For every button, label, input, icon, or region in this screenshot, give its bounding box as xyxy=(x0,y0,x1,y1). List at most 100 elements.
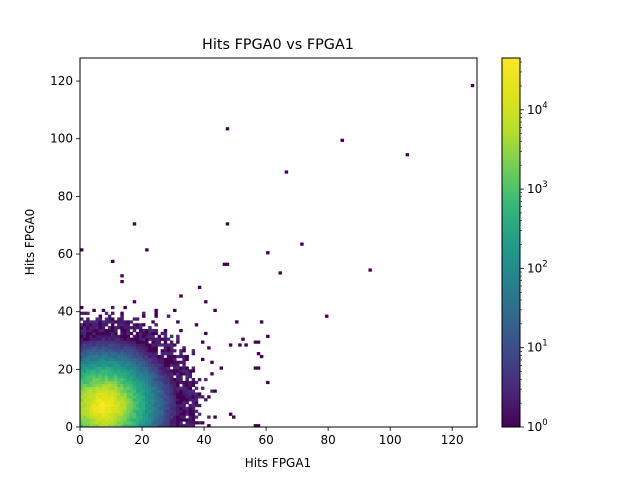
heatmap-cell xyxy=(160,398,165,402)
heatmap-cell xyxy=(169,392,174,396)
heatmap-cell xyxy=(160,352,165,356)
heatmap-cell xyxy=(101,398,106,402)
heatmap-cell xyxy=(101,369,106,373)
heatmap-cell xyxy=(173,392,177,396)
heatmap-cell xyxy=(123,392,127,396)
heatmap-cell xyxy=(95,424,99,427)
heatmap-cell xyxy=(194,401,199,405)
heatmap-cell xyxy=(123,406,127,411)
heatmap-cell xyxy=(83,346,87,350)
heatmap-cell xyxy=(179,389,183,393)
heatmap-cell xyxy=(160,357,165,362)
heatmap-cell xyxy=(89,377,93,382)
heatmap-cell xyxy=(92,360,96,364)
y-axis-ticks: 0 20 40 60 80 100 120 xyxy=(50,74,80,434)
heatmap-cell xyxy=(145,418,149,422)
heatmap-cell xyxy=(176,320,180,324)
heatmap-cell xyxy=(104,389,109,393)
heatmap-cell xyxy=(151,372,155,376)
heatmap-cell xyxy=(89,415,93,419)
heatmap-cell xyxy=(182,401,186,405)
heatmap-cell xyxy=(142,311,146,315)
heatmap-cell xyxy=(176,366,180,370)
heatmap-cell xyxy=(92,392,96,396)
heatmap-cell xyxy=(83,349,87,353)
heatmap-cell xyxy=(111,346,115,350)
heatmap-cell xyxy=(92,375,96,379)
heatmap-cell xyxy=(142,357,146,362)
heatmap-cell xyxy=(154,366,158,370)
heatmap-cell xyxy=(89,403,93,408)
heatmap-cell xyxy=(107,386,112,390)
heatmap-cell xyxy=(80,331,84,336)
heatmap-cell xyxy=(166,346,171,350)
heatmap-cell xyxy=(160,409,165,413)
heatmap-cell xyxy=(80,395,84,399)
heatmap-cell xyxy=(104,337,109,341)
heatmap-cell xyxy=(104,334,109,338)
heatmap-cell xyxy=(179,375,183,379)
heatmap-cell xyxy=(169,349,174,353)
heatmap-cell xyxy=(142,418,146,422)
heatmap-cell xyxy=(120,357,124,362)
heatmap-cell xyxy=(163,337,168,341)
heatmap-cell xyxy=(148,331,152,336)
heatmap-cell xyxy=(129,346,134,350)
heatmap-cell xyxy=(157,375,161,379)
heatmap-cell xyxy=(182,383,186,387)
y-tick-label: 60 xyxy=(58,247,73,261)
heatmap-cell xyxy=(83,403,87,408)
heatmap-cell xyxy=(117,403,121,408)
heatmap-cell xyxy=(176,392,180,396)
heatmap-cell xyxy=(154,340,158,344)
heatmap-cell xyxy=(132,340,137,344)
heatmap-cell xyxy=(132,395,137,399)
heatmap-cell xyxy=(80,375,84,379)
heatmap-cell xyxy=(111,354,115,359)
heatmap-cell xyxy=(157,386,161,390)
heatmap-cell xyxy=(200,357,205,362)
heatmap-cell xyxy=(173,369,177,373)
heatmap-cell xyxy=(132,392,137,396)
heatmap-cell xyxy=(284,170,289,174)
heatmap-cell xyxy=(89,354,93,359)
heatmap-cell xyxy=(176,363,180,367)
heatmap-cell xyxy=(166,337,171,341)
heatmap-cell xyxy=(188,424,192,427)
heatmap-cell xyxy=(86,392,90,396)
heatmap-cell xyxy=(98,363,103,367)
heatmap-cell xyxy=(151,386,155,390)
heatmap-cell xyxy=(157,392,161,396)
heatmap-cell xyxy=(197,392,202,396)
heatmap-cell xyxy=(80,343,84,347)
heatmap-cell xyxy=(176,418,180,422)
heatmap-cell xyxy=(173,354,177,359)
heatmap-cell xyxy=(191,409,196,413)
heatmap-cell xyxy=(191,380,196,385)
heatmap-cell xyxy=(145,395,149,399)
heatmap-cell xyxy=(163,380,168,385)
heatmap-cell xyxy=(173,357,177,362)
heatmap-cell xyxy=(89,395,93,399)
heatmap-cell xyxy=(104,311,109,315)
heatmap-cell xyxy=(182,415,186,419)
heatmap-cell xyxy=(160,377,165,382)
heatmap-cell xyxy=(92,363,96,367)
heatmap-cell xyxy=(179,392,183,396)
heatmap-cell xyxy=(210,389,214,393)
heatmap-cell xyxy=(101,386,106,390)
heatmap-cell xyxy=(135,421,140,425)
heatmap-cell xyxy=(197,285,202,289)
heatmap-cell xyxy=(89,337,93,341)
heatmap-cell xyxy=(114,403,118,408)
heatmap-cell xyxy=(148,406,152,411)
heatmap-cell xyxy=(86,340,90,344)
heatmap-cell xyxy=(225,222,230,226)
heatmap-cell xyxy=(107,421,112,425)
heatmap-cell xyxy=(145,366,149,370)
heatmap-cell xyxy=(151,354,155,359)
y-tick-label: 40 xyxy=(58,305,73,319)
heatmap-cell xyxy=(89,409,93,413)
plot-frame xyxy=(79,57,478,428)
